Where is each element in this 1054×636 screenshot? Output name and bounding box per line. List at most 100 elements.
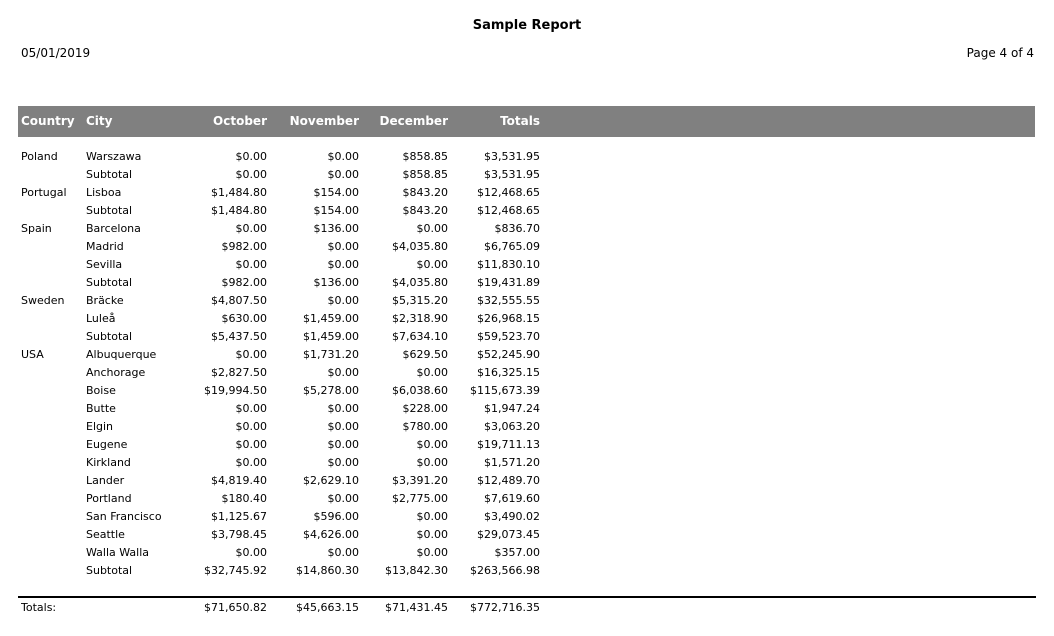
cell-city: Elgin (86, 420, 114, 433)
cell-november: $154.00 (313, 186, 360, 199)
cell-december: $858.85 (402, 150, 449, 163)
cell-october: $1,484.80 (211, 186, 267, 199)
totals-separator-line (18, 596, 1036, 598)
cell-country (21, 472, 86, 490)
cell-october: $0.00 (235, 150, 268, 163)
cell-totals: $3,490.02 (484, 510, 540, 523)
table-row: Elgin $0.00 $0.00 $780.00 $3,063.20 (21, 418, 1035, 436)
cell-country (21, 544, 86, 562)
table-row: Spain Barcelona $0.00 $136.00 $0.00 $836.70 (21, 220, 1035, 238)
table-footer: Totals: $71,650.82 $45,663.15 $71,431.45… (18, 599, 1035, 617)
cell-october: $5,437.50 (211, 330, 267, 343)
cell-december: $629.50 (402, 348, 449, 361)
cell-country (21, 202, 86, 220)
cell-country: Poland (21, 150, 58, 163)
cell-city: Subtotal (86, 564, 133, 577)
cell-city: Butte (86, 402, 116, 415)
cell-city: Walla Walla (86, 546, 150, 559)
cell-november: $5,278.00 (303, 384, 359, 397)
cell-totals: $836.70 (494, 222, 541, 235)
table-row: Portland $180.40 $0.00 $2,775.00 $7,619.60 (21, 490, 1035, 508)
cell-country (21, 526, 86, 544)
cell-december: $2,318.90 (392, 312, 448, 325)
cell-country (21, 310, 86, 328)
cell-december: $228.00 (402, 402, 449, 415)
table-row: Kirkland $0.00 $0.00 $0.00 $1,571.20 (21, 454, 1035, 472)
cell-totals: $115,673.39 (470, 384, 540, 397)
cell-city: Warszawa (86, 150, 142, 163)
cell-october: $0.00 (235, 456, 268, 469)
cell-city: Boise (86, 384, 116, 397)
cell-totals: $29,073.45 (477, 528, 540, 541)
cell-november: $0.00 (327, 546, 360, 559)
cell-november: $0.00 (327, 150, 360, 163)
cell-country (21, 454, 86, 472)
cell-city: Subtotal (86, 204, 133, 217)
cell-october: $4,819.40 (211, 474, 267, 487)
cell-december: $843.20 (402, 204, 449, 217)
cell-october: $3,798.45 (211, 528, 267, 541)
cell-city: Lander (86, 474, 125, 487)
cell-december: $4,035.80 (392, 276, 448, 289)
cell-december: $0.00 (416, 528, 449, 541)
cell-october: $0.00 (235, 258, 268, 271)
cell-city: San Francisco (86, 510, 162, 523)
cell-country (21, 508, 86, 526)
cell-october: $982.00 (221, 276, 268, 289)
cell-country (21, 418, 86, 436)
cell-totals: $6,765.09 (484, 240, 540, 253)
cell-totals: $357.00 (494, 546, 541, 559)
cell-totals: $1,947.24 (484, 402, 540, 415)
table-row: Subtotal $0.00 $0.00 $858.85 $3,531.95 (21, 166, 1035, 184)
cell-october: $0.00 (235, 222, 268, 235)
cell-totals: $11,830.10 (477, 258, 540, 271)
cell-october: $0.00 (235, 348, 268, 361)
table-row: Eugene $0.00 $0.00 $0.00 $19,711.13 (21, 436, 1035, 454)
cell-country (21, 256, 86, 274)
cell-totals: $263,566.98 (470, 564, 540, 577)
column-header-city: City (86, 114, 113, 128)
cell-totals: $32,555.55 (477, 294, 540, 307)
cell-november: $0.00 (327, 366, 360, 379)
cell-city: Lisboa (86, 186, 122, 199)
column-header-totals: Totals (500, 114, 540, 128)
cell-city: Bräcke (86, 294, 124, 307)
cell-country (21, 274, 86, 292)
column-header-december: December (379, 114, 448, 128)
cell-country: Portugal (21, 186, 67, 199)
table-row: San Francisco $1,125.67 $596.00 $0.00 $3,490… (21, 508, 1035, 526)
totals-totals: $772,716.35 (470, 601, 540, 614)
table-row: Seattle $3,798.45 $4,626.00 $0.00 $29,073.45 (21, 526, 1035, 544)
cell-october: $0.00 (235, 438, 268, 451)
table-row: Luleå $630.00 $1,459.00 $2,318.90 $26,968.15 (21, 310, 1035, 328)
cell-november: $4,626.00 (303, 528, 359, 541)
table-row: Boise $19,994.50 $5,278.00 $6,038.60 $115,67… (21, 382, 1035, 400)
table-row: Poland Warszawa $0.00 $0.00 $858.85 $3,531.95 (21, 148, 1035, 166)
table-row: Sweden Bräcke $4,807.50 $0.00 $5,315.20 $32,5… (21, 292, 1035, 310)
cell-october: $1,484.80 (211, 204, 267, 217)
cell-december: $5,315.20 (392, 294, 448, 307)
cell-november: $136.00 (313, 222, 360, 235)
table-row: Madrid $982.00 $0.00 $4,035.80 $6,765.09 (21, 238, 1035, 256)
cell-november: $154.00 (313, 204, 360, 217)
totals-december: $71,431.45 (385, 601, 448, 614)
cell-november: $0.00 (327, 294, 360, 307)
totals-november: $45,663.15 (296, 601, 359, 614)
cell-december: $780.00 (402, 420, 449, 433)
cell-totals: $12,468.65 (477, 204, 540, 217)
cell-totals: $59,523.70 (477, 330, 540, 343)
cell-totals: $19,711.13 (477, 438, 540, 451)
cell-october: $0.00 (235, 168, 268, 181)
table-row: Walla Walla $0.00 $0.00 $0.00 $357.00 (21, 544, 1035, 562)
column-header-november: November (289, 114, 359, 128)
cell-country (21, 400, 86, 418)
cell-totals: $26,968.15 (477, 312, 540, 325)
table-body: Poland Warszawa $0.00 $0.00 $858.85 $3,531.95… (18, 148, 1035, 580)
cell-october: $0.00 (235, 420, 268, 433)
cell-totals: $52,245.90 (477, 348, 540, 361)
cell-city: Seattle (86, 528, 125, 541)
cell-country (21, 364, 86, 382)
cell-december: $858.85 (402, 168, 449, 181)
cell-december: $2,775.00 (392, 492, 448, 505)
cell-october: $1,125.67 (211, 510, 267, 523)
